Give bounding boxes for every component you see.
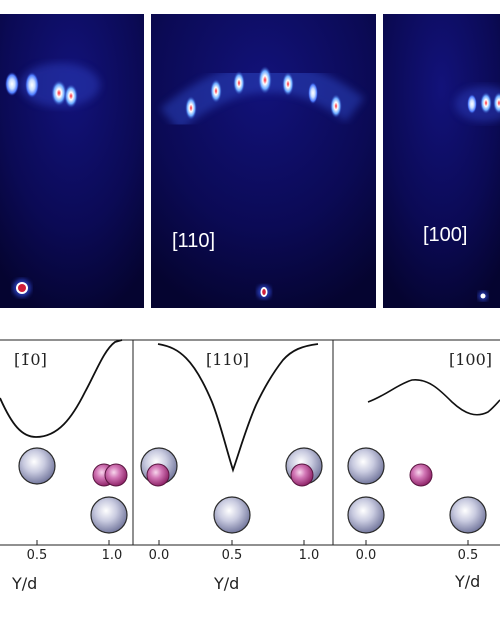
tick-label: 1.0 [299, 548, 320, 563]
tick-label: 0.5 [222, 548, 243, 563]
x-axis-label: Y/d [454, 572, 480, 591]
diffraction-image-3: [100] [383, 14, 500, 308]
x-axis-label: Y/d [213, 574, 239, 593]
tick-label: 0.5 [458, 548, 479, 563]
substrate-atom [347, 447, 385, 485]
x-axis-label: Y/d [11, 574, 37, 593]
substrate-atom [90, 496, 128, 534]
x-tick-labels: 0.5 1.0 0.0 0.5 1.0 0.0 0.5 [27, 548, 479, 563]
potential-panel-3: [100] [347, 350, 500, 534]
substrate-atom [347, 496, 385, 534]
bottom-panels-frame [0, 339, 500, 546]
potential-panel-1: [1̄0] [0, 339, 128, 534]
panel-label-100: [100] [449, 350, 492, 369]
potential-curve-3 [367, 379, 500, 416]
tick-label: 0.5 [27, 548, 48, 563]
panel-label-1-10: [1̄0] [14, 350, 47, 369]
diffraction-image-1 [0, 14, 144, 308]
adsorbate-atom [409, 463, 433, 487]
atoms-3 [347, 447, 487, 534]
adsorbate-atom [290, 463, 314, 487]
top-label-100: [100] [423, 224, 467, 246]
atoms-1 [18, 447, 128, 534]
adsorbate-atom [104, 463, 128, 487]
diffraction-image-2: [110] [151, 14, 376, 308]
specular-spot-3 [478, 291, 488, 301]
atoms-2 [140, 447, 323, 534]
top-label-110: [110] [172, 230, 215, 252]
adsorbate-atom [146, 463, 170, 487]
substrate-atom [213, 496, 251, 534]
x-axis-labels: Y/d Y/d Y/d [11, 572, 480, 593]
panel-label-110: [110] [206, 350, 249, 369]
tick-label: 0.0 [149, 548, 170, 563]
substrate-atom [449, 496, 487, 534]
x-ticks [36, 540, 469, 545]
specular-spot-2 [257, 285, 271, 299]
potential-curve-1 [0, 339, 123, 438]
potential-panel-2: [110] [140, 343, 323, 534]
substrate-atom [18, 447, 56, 485]
specular-spot-1 [13, 279, 31, 297]
diffraction-spots-1 [5, 63, 100, 108]
tick-label: 0.0 [356, 548, 377, 563]
potential-curve-2 [157, 343, 319, 473]
diffraction-spots-2 [160, 62, 365, 132]
diffraction-spots-3 [455, 86, 500, 122]
tick-label: 1.0 [102, 548, 123, 563]
